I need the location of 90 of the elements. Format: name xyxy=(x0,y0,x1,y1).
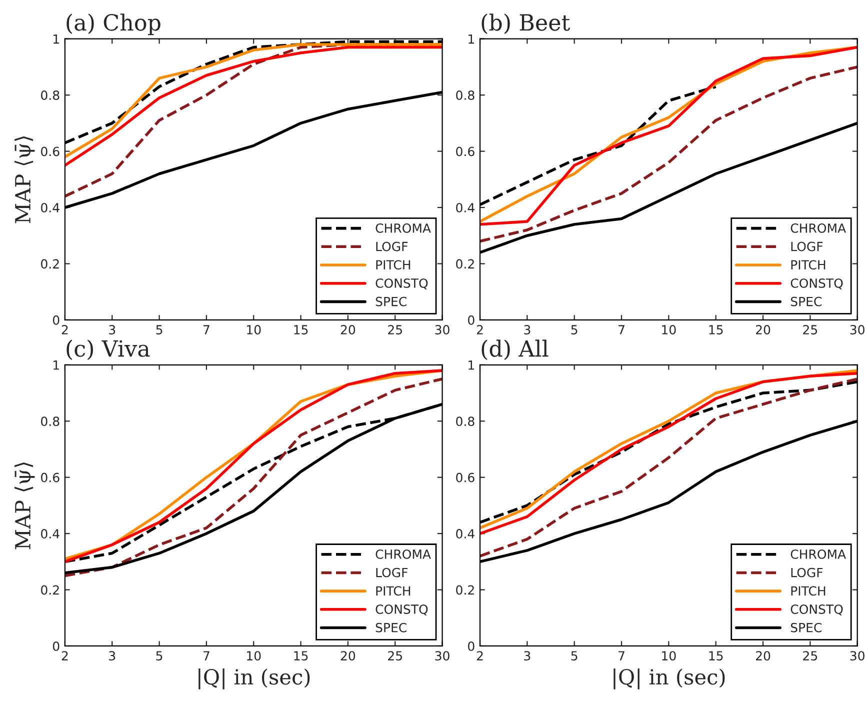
legend-label: LOGF xyxy=(376,242,408,252)
legend-label: PITCH xyxy=(376,586,410,596)
y-tick-label: 0.6 xyxy=(456,146,474,156)
legend-label: CHROMA xyxy=(376,223,431,233)
legend-label: CONSTQ xyxy=(790,278,843,290)
y-tick-label: 1 xyxy=(468,34,474,44)
y-tick-label: 0.4 xyxy=(41,202,60,212)
legend-label: LOGF xyxy=(791,242,823,252)
x-tick-label: 10 xyxy=(662,325,676,334)
y-tick-label: 0.4 xyxy=(456,529,474,538)
x-tick-label: 7 xyxy=(203,651,210,660)
x-tick-label: 3 xyxy=(109,325,116,334)
legend-label: LOGF xyxy=(791,568,823,578)
x-tick-label: 2 xyxy=(62,651,68,660)
x-tick-label: 10 xyxy=(247,325,261,334)
x-tick-label: 25 xyxy=(803,325,818,334)
x-tick-label: 7 xyxy=(203,325,210,334)
line-series xyxy=(480,378,858,558)
x-tick-label: 20 xyxy=(340,651,356,661)
legend-label: SPEC xyxy=(790,622,822,632)
y-tick-label: 1 xyxy=(54,34,59,44)
legend-label: SPEC xyxy=(376,296,406,306)
x-tick-label: 20 xyxy=(756,325,770,334)
chart-title: (d) All xyxy=(482,340,548,360)
x-tick-label: 30 xyxy=(435,325,450,334)
legend-label: PITCH xyxy=(376,260,410,270)
x-tick-label: 2 xyxy=(476,651,483,660)
x-tick-label: 25 xyxy=(803,651,818,661)
x-tick-label: 15 xyxy=(709,651,723,661)
x-tick-label: 3 xyxy=(109,651,116,661)
y-tick-label: 1 xyxy=(54,360,59,370)
x-tick-label: 30 xyxy=(435,651,450,661)
y-tick-label: 0.6 xyxy=(41,146,60,156)
legend-label: CONSTQ xyxy=(376,604,428,616)
x-tick-label: 2 xyxy=(476,325,483,334)
y-axis-title: MAP ⟨ψ̄⟩ xyxy=(14,462,35,550)
legend-label: CONSTQ xyxy=(790,604,843,616)
legend-label: SPEC xyxy=(376,622,406,632)
x-tick-label: 5 xyxy=(571,651,578,661)
x-tick-label: 15 xyxy=(294,651,308,661)
y-axis-title: MAP ⟨ψ̄⟩ xyxy=(14,136,35,224)
x-tick-label: 7 xyxy=(618,651,624,660)
x-tick-label: 10 xyxy=(247,651,261,661)
y-tick-label: 0.8 xyxy=(41,416,60,426)
y-tick-label: 0.2 xyxy=(41,585,59,595)
legend-label: CHROMA xyxy=(790,549,846,559)
legend-label: CHROMA xyxy=(376,549,431,559)
x-tick-label: 15 xyxy=(709,325,723,334)
y-tick-label: 0.8 xyxy=(456,416,474,426)
legend-label: PITCH xyxy=(791,586,826,596)
chart-title: (a) Chop xyxy=(66,14,160,36)
x-tick-label: 7 xyxy=(618,325,624,334)
legend-label: PITCH xyxy=(791,260,826,270)
y-tick-label: 0 xyxy=(468,315,474,325)
line-series xyxy=(480,66,858,243)
legend-label: SPEC xyxy=(790,296,822,306)
y-tick-label: 0.4 xyxy=(41,529,60,538)
x-tick-label: 20 xyxy=(340,325,356,334)
x-tick-label: 30 xyxy=(850,651,864,661)
legend-label: LOGF xyxy=(376,568,408,578)
y-tick-label: 0.2 xyxy=(456,585,474,595)
x-tick-label: 20 xyxy=(756,651,770,661)
y-tick-label: 0.4 xyxy=(456,202,474,212)
x-tick-label: 5 xyxy=(156,651,162,661)
y-tick-label: 0.6 xyxy=(41,472,60,482)
x-tick-label: 3 xyxy=(524,325,530,334)
y-tick-label: 0.6 xyxy=(456,472,474,482)
y-tick-label: 0.8 xyxy=(456,90,474,100)
x-axis-title: |Q| in (sec) xyxy=(614,668,725,690)
y-tick-label: 0.8 xyxy=(41,90,60,100)
y-tick-label: 1 xyxy=(468,360,474,370)
y-tick-label: 0.2 xyxy=(41,259,59,269)
x-tick-label: 5 xyxy=(156,325,162,334)
x-tick-label: 30 xyxy=(850,325,864,334)
y-tick-label: 0 xyxy=(468,641,474,651)
y-tick-label: 0 xyxy=(52,315,60,325)
y-tick-label: 0 xyxy=(52,641,60,651)
chart-title: (b) Beet xyxy=(482,14,570,34)
x-tick-label: 10 xyxy=(662,651,676,661)
y-tick-label: 0.2 xyxy=(456,259,474,269)
legend-label: CONSTQ xyxy=(376,278,428,290)
legend-label: CHROMA xyxy=(790,223,846,233)
x-axis-title: |Q| in (sec) xyxy=(198,668,310,690)
chart-title: (c) Viva xyxy=(66,340,150,360)
x-tick-label: 25 xyxy=(388,325,402,334)
x-tick-label: 25 xyxy=(388,651,402,661)
x-tick-label: 5 xyxy=(571,325,578,334)
x-tick-label: 2 xyxy=(62,325,68,334)
x-tick-label: 15 xyxy=(294,325,308,334)
x-tick-label: 3 xyxy=(524,651,530,661)
